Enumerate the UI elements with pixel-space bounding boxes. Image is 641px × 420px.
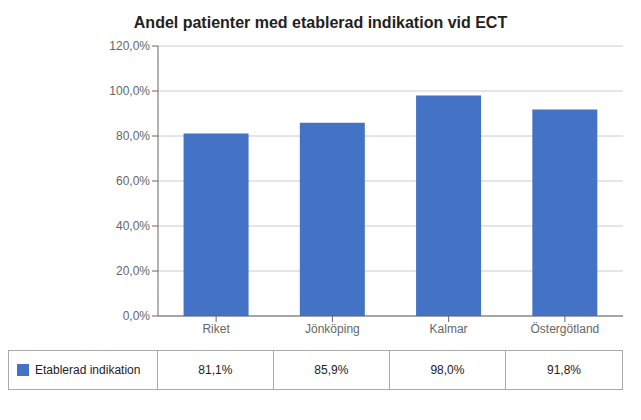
- svg-text:Östergötland: Östergötland: [531, 322, 600, 336]
- svg-text:80,0%: 80,0%: [116, 129, 150, 143]
- svg-text:120,0%: 120,0%: [109, 39, 150, 53]
- svg-text:60,0%: 60,0%: [116, 174, 150, 188]
- svg-text:Kalmar: Kalmar: [430, 322, 468, 336]
- html-text:Andel patienter med etablerad: Andel patienter med etablerad indikation…: [133, 14, 508, 31]
- svg-text:Jönköping: Jönköping: [305, 322, 360, 336]
- svg-text:Riket: Riket: [202, 322, 230, 336]
- html-text:91,8%: 91,8%: [547, 363, 581, 377]
- svg-text:40,0%: 40,0%: [116, 219, 150, 233]
- html-text:85,9%: 85,9%: [314, 363, 349, 377]
- svg-text:20,0%: 20,0%: [116, 264, 150, 278]
- html-text:98,0%: 98,0%: [430, 363, 465, 377]
- html-text:81,1%: 81,1%: [198, 363, 233, 377]
- svg-text:100,0%: 100,0%: [109, 84, 150, 98]
- html-text:Etablerad indikation: Etablerad indikation: [35, 363, 141, 377]
- svg-text:0,0%: 0,0%: [123, 309, 151, 323]
